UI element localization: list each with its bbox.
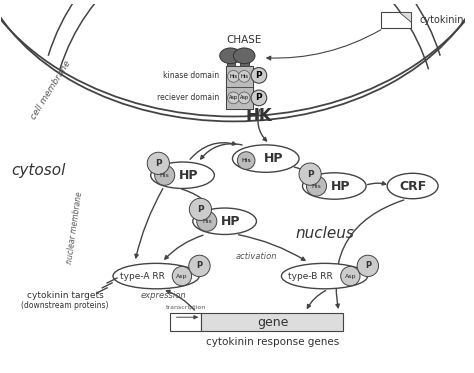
Text: activation: activation bbox=[235, 252, 277, 261]
Text: P: P bbox=[307, 170, 313, 179]
Circle shape bbox=[189, 198, 211, 220]
Text: His: His bbox=[241, 158, 251, 163]
Text: Asp: Asp bbox=[345, 273, 356, 279]
Text: kinase domain: kinase domain bbox=[163, 71, 219, 80]
Text: reciever domain: reciever domain bbox=[156, 93, 219, 103]
Circle shape bbox=[228, 92, 239, 104]
Text: type-B RR: type-B RR bbox=[288, 272, 333, 280]
Text: CHASE: CHASE bbox=[227, 35, 262, 45]
Polygon shape bbox=[227, 61, 236, 66]
Text: cytokinin: cytokinin bbox=[419, 15, 464, 25]
Text: cell membrane: cell membrane bbox=[29, 59, 72, 121]
Text: expression: expression bbox=[140, 291, 186, 300]
Text: His: His bbox=[202, 219, 212, 224]
Ellipse shape bbox=[113, 263, 199, 289]
Circle shape bbox=[237, 152, 255, 169]
Circle shape bbox=[189, 255, 210, 277]
Text: cytokinin response genes: cytokinin response genes bbox=[206, 337, 339, 347]
Text: His: His bbox=[240, 74, 248, 79]
Circle shape bbox=[238, 70, 250, 82]
Ellipse shape bbox=[302, 173, 366, 199]
Ellipse shape bbox=[387, 173, 438, 199]
Circle shape bbox=[155, 165, 175, 185]
Text: nuclear membrane: nuclear membrane bbox=[65, 191, 84, 264]
Text: His: His bbox=[160, 173, 170, 178]
FancyBboxPatch shape bbox=[226, 87, 253, 109]
Circle shape bbox=[251, 90, 267, 106]
Circle shape bbox=[197, 211, 217, 231]
Circle shape bbox=[306, 176, 327, 196]
Text: cytosol: cytosol bbox=[11, 163, 66, 178]
Text: (downstream proteins): (downstream proteins) bbox=[21, 301, 109, 310]
Circle shape bbox=[238, 92, 250, 104]
FancyBboxPatch shape bbox=[226, 66, 253, 87]
Circle shape bbox=[251, 68, 267, 83]
Text: P: P bbox=[365, 261, 371, 270]
Ellipse shape bbox=[151, 162, 214, 188]
FancyBboxPatch shape bbox=[226, 66, 253, 109]
Circle shape bbox=[299, 163, 321, 185]
Text: cytokinin targets: cytokinin targets bbox=[27, 291, 103, 300]
Text: P: P bbox=[196, 261, 202, 270]
Text: P: P bbox=[255, 71, 262, 80]
Polygon shape bbox=[381, 12, 410, 28]
Text: HP: HP bbox=[264, 152, 283, 165]
Text: nucleus: nucleus bbox=[295, 226, 354, 241]
Text: HP: HP bbox=[330, 179, 350, 192]
Text: P: P bbox=[197, 205, 204, 214]
Text: Asp: Asp bbox=[176, 273, 188, 279]
Ellipse shape bbox=[193, 208, 256, 235]
Text: HP: HP bbox=[221, 215, 240, 228]
Circle shape bbox=[228, 70, 239, 82]
Text: His: His bbox=[311, 184, 321, 188]
FancyBboxPatch shape bbox=[201, 313, 343, 331]
Text: type-A RR: type-A RR bbox=[120, 272, 165, 280]
Ellipse shape bbox=[233, 48, 255, 64]
Text: P: P bbox=[255, 93, 262, 103]
Polygon shape bbox=[240, 61, 249, 66]
Text: gene: gene bbox=[257, 316, 288, 329]
Text: Asp: Asp bbox=[240, 95, 249, 100]
Text: Asp: Asp bbox=[229, 95, 238, 100]
Circle shape bbox=[341, 266, 360, 286]
Circle shape bbox=[147, 152, 169, 175]
Text: P: P bbox=[155, 159, 162, 168]
Circle shape bbox=[357, 255, 379, 277]
Ellipse shape bbox=[232, 145, 299, 172]
Ellipse shape bbox=[220, 48, 241, 64]
Text: CRF: CRF bbox=[399, 179, 426, 192]
Text: HP: HP bbox=[179, 169, 198, 182]
Ellipse shape bbox=[282, 263, 367, 289]
Text: His: His bbox=[229, 74, 237, 79]
Text: transcription: transcription bbox=[165, 305, 206, 310]
Circle shape bbox=[172, 266, 191, 286]
Text: HK: HK bbox=[246, 107, 272, 125]
FancyBboxPatch shape bbox=[170, 313, 201, 331]
Polygon shape bbox=[399, 12, 410, 22]
